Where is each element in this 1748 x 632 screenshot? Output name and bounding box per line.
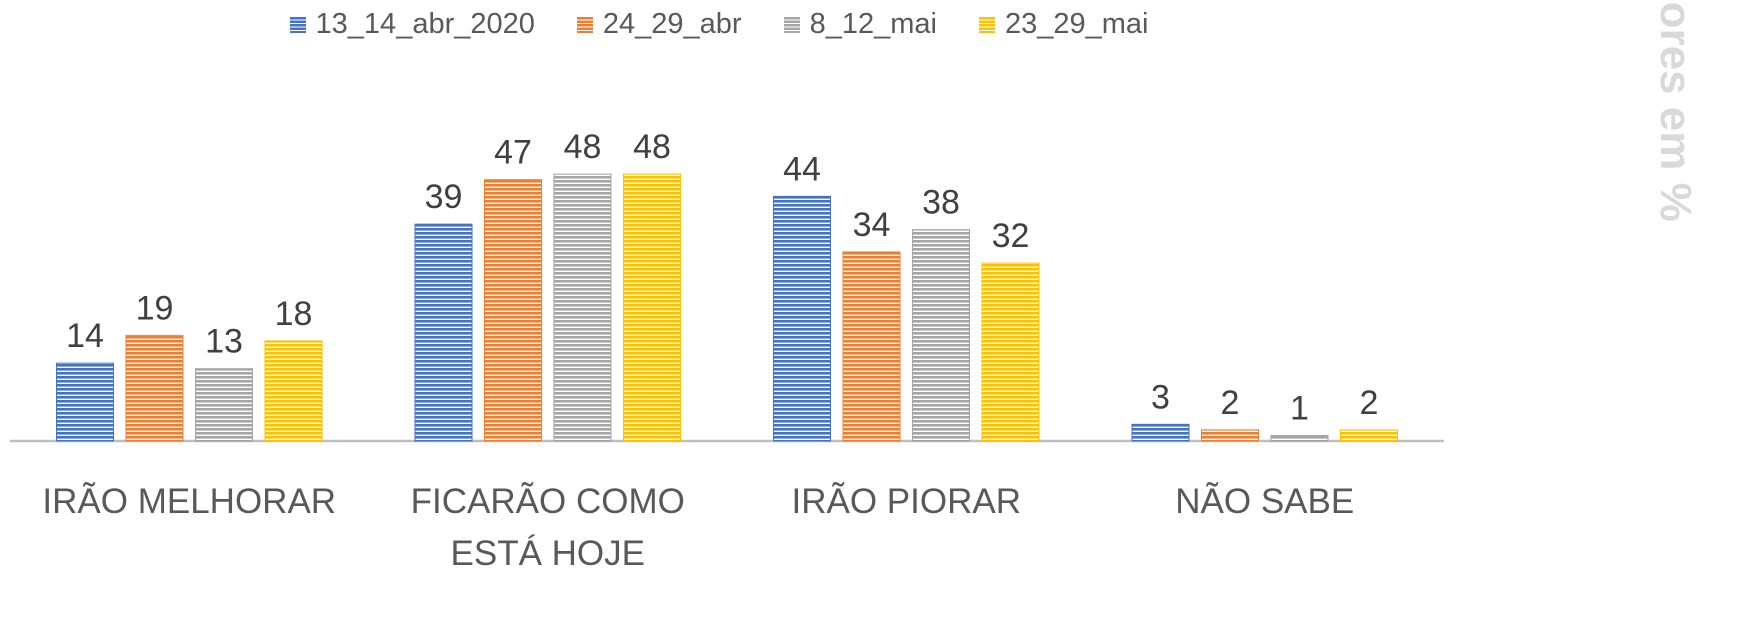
legend-item: 8_12_mai bbox=[783, 8, 937, 41]
legend-swatch bbox=[783, 16, 800, 33]
x-tick-label: FICARÃO COMO ESTÁ HOJE bbox=[410, 482, 685, 573]
x-tick-label: NÃO SABE bbox=[1175, 482, 1355, 521]
value-label: 1 bbox=[1290, 389, 1309, 427]
value-label: 44 bbox=[783, 150, 821, 188]
value-label: 14 bbox=[66, 317, 104, 355]
bar bbox=[56, 362, 114, 442]
x-tick-label: IRÃO MELHORAR bbox=[42, 482, 337, 521]
value-label: 48 bbox=[633, 128, 671, 166]
axis-title: Valores em % bbox=[1651, 0, 1700, 222]
bar bbox=[1131, 423, 1190, 442]
bar bbox=[195, 368, 253, 442]
bar bbox=[1340, 429, 1398, 442]
bar bbox=[264, 340, 323, 442]
legend-label: 24_29_abr bbox=[602, 8, 742, 40]
bar bbox=[981, 262, 1040, 442]
bar bbox=[1270, 434, 1329, 442]
legend-label: 13_14_abr_2020 bbox=[315, 8, 535, 40]
value-label: 38 bbox=[922, 184, 960, 222]
value-label: 2 bbox=[1360, 384, 1379, 422]
bar bbox=[912, 229, 970, 442]
value-label: 13 bbox=[205, 323, 243, 361]
value-label: 19 bbox=[136, 289, 174, 327]
value-label: 32 bbox=[992, 217, 1030, 255]
value-label: 34 bbox=[853, 206, 891, 244]
value-label: 39 bbox=[425, 178, 463, 216]
value-label: 47 bbox=[494, 134, 532, 172]
value-label: 18 bbox=[275, 295, 313, 333]
legend-label: 8_12_mai bbox=[809, 8, 937, 40]
x-tick-label: IRÃO PIORAR bbox=[791, 482, 1021, 521]
legend-swatch bbox=[978, 16, 995, 33]
legend-swatch bbox=[289, 16, 306, 33]
value-label: 2 bbox=[1221, 384, 1240, 422]
bar bbox=[553, 173, 612, 442]
bar bbox=[623, 173, 681, 442]
value-label: 48 bbox=[564, 128, 602, 166]
bar bbox=[1201, 429, 1259, 442]
value-label: 3 bbox=[1151, 378, 1170, 416]
legend-label: 23_29_mai bbox=[1004, 8, 1149, 40]
bar bbox=[773, 195, 831, 442]
bar bbox=[842, 251, 901, 442]
bar bbox=[125, 334, 184, 442]
legend-item: 23_29_mai bbox=[978, 8, 1149, 41]
legend-swatch bbox=[576, 16, 593, 33]
bar bbox=[414, 223, 473, 442]
bar bbox=[484, 179, 542, 442]
legend-item: 24_29_abr bbox=[576, 8, 742, 41]
legend: 13_14_abr_2020 24_29_abr 8_12_mai 23_29_mai bbox=[0, 8, 1438, 41]
legend-item: 13_14_abr_2020 bbox=[289, 8, 535, 41]
